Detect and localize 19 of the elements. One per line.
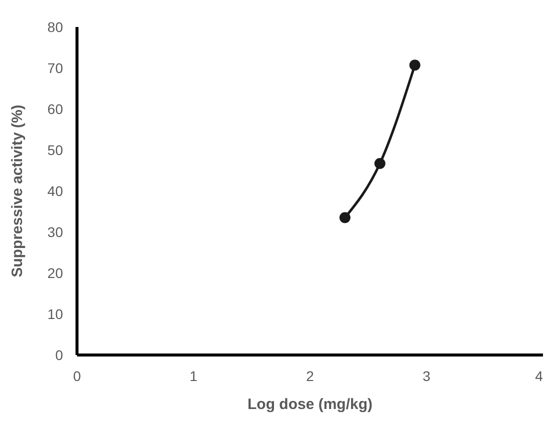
point [339,212,350,224]
y-tick-label: 80 [47,18,64,35]
y-tick-label: 50 [47,142,64,158]
x-tick-label: 4 [535,368,544,384]
x-tick-label: 1 [190,368,198,384]
y-tick-label: 40 [47,182,64,199]
y-tick-label: 70 [47,60,64,76]
y-tick-label: 20 [47,264,64,281]
y-tick-label: 10 [47,306,64,322]
point [374,158,386,170]
y-tick-label: 30 [47,224,64,240]
y-tick-label: 60 [47,100,64,117]
y-axis-title: Suppressive activity (%) [9,104,26,278]
x-axis-title: Log dose (mg/kg) [248,396,372,413]
point [409,60,420,71]
x-tick-label: 3 [422,368,431,384]
x-tick-label: 2 [306,368,314,384]
y-tick-label: 0 [55,346,64,363]
x-tick-label: 0 [73,368,82,384]
